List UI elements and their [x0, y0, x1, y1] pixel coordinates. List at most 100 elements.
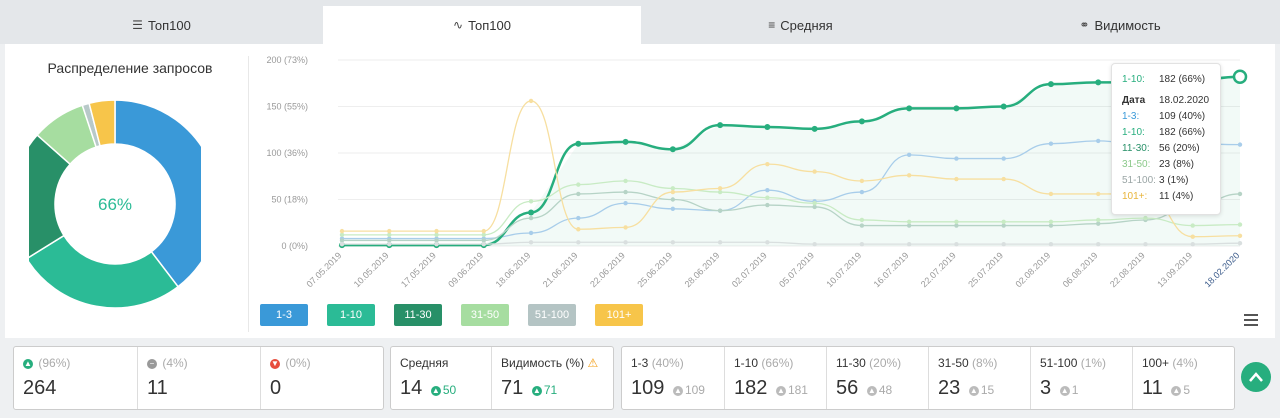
data-point-51-100[interactable]	[906, 241, 912, 247]
data-point-31-50[interactable]	[623, 178, 628, 184]
data-point-101+[interactable]	[1237, 233, 1243, 238]
data-point-31-50[interactable]	[481, 232, 486, 238]
data-point-51-100[interactable]	[387, 241, 392, 247]
data-point-11-30[interactable]	[1001, 223, 1006, 228]
data-point-101+[interactable]	[576, 227, 581, 232]
data-point-11-30[interactable]	[481, 238, 486, 243]
data-point-11-30[interactable]	[1096, 221, 1101, 226]
data-point-101+[interactable]	[623, 225, 628, 230]
data-point-101+[interactable]	[906, 173, 912, 178]
data-point-31-50[interactable]	[528, 199, 534, 204]
data-point-51-100[interactable]	[670, 240, 676, 245]
data-point-11-30[interactable]	[670, 197, 676, 202]
data-point-101+[interactable]	[1096, 191, 1101, 197]
data-point-1-10[interactable]	[669, 146, 676, 153]
data-point-51-100[interactable]	[434, 241, 439, 247]
legend-item-1-3[interactable]: 1-3	[260, 304, 308, 326]
data-point-1-10[interactable]	[1047, 81, 1054, 88]
data-point-11-30[interactable]	[765, 202, 770, 208]
data-point-31-50[interactable]	[954, 219, 959, 225]
data-point-11-30[interactable]	[434, 238, 439, 243]
data-point-51-100[interactable]	[1190, 241, 1195, 247]
data-point-51-100[interactable]	[1143, 241, 1148, 247]
data-point-1-3[interactable]	[1096, 138, 1101, 144]
data-point-11-30[interactable]	[528, 215, 534, 221]
data-point-1-10[interactable]	[528, 209, 535, 216]
data-point-1-3[interactable]	[1048, 141, 1054, 146]
legend-item-51-100[interactable]: 51-100	[528, 304, 576, 326]
data-point-31-50[interactable]	[434, 232, 439, 238]
data-point-51-100[interactable]	[812, 241, 817, 247]
data-point-31-50[interactable]	[1048, 219, 1054, 225]
data-point-101+[interactable]	[1190, 234, 1195, 239]
data-point-31-50[interactable]	[1096, 217, 1101, 223]
data-point-1-3[interactable]	[906, 152, 912, 158]
data-point-101+[interactable]	[387, 228, 392, 234]
data-point-31-50[interactable]	[670, 186, 676, 191]
data-point-31-50[interactable]	[812, 201, 817, 206]
data-point-1-10[interactable]	[764, 123, 771, 130]
data-point-51-100[interactable]	[576, 240, 581, 245]
data-point-51-100[interactable]	[765, 240, 770, 245]
data-point-31-50[interactable]	[1001, 219, 1006, 225]
data-point-51-100[interactable]	[623, 240, 628, 245]
data-point-51-100[interactable]	[1048, 241, 1054, 247]
donut-slice-1-3[interactable]	[114, 100, 201, 288]
data-point-101+[interactable]	[528, 98, 534, 104]
data-point-1-3[interactable]	[859, 189, 865, 195]
data-point-1-10[interactable]	[622, 138, 629, 145]
data-point-101+[interactable]	[1001, 176, 1006, 182]
data-point-1-10[interactable]	[811, 125, 818, 132]
data-point-31-50[interactable]	[859, 217, 865, 223]
data-point-11-30[interactable]	[1048, 223, 1054, 228]
donut-slice-4-10[interactable]	[29, 234, 180, 308]
legend-item-101+[interactable]: 101+	[595, 304, 643, 326]
data-point-1-10[interactable]	[1000, 103, 1007, 110]
highlighted-point[interactable]	[1232, 69, 1248, 84]
data-point-1-3[interactable]	[1237, 142, 1243, 147]
data-point-11-30[interactable]	[906, 223, 912, 228]
data-point-101+[interactable]	[670, 189, 676, 195]
data-point-1-3[interactable]	[576, 215, 581, 221]
data-point-1-3[interactable]	[528, 230, 534, 236]
data-point-1-3[interactable]	[1001, 156, 1006, 161]
data-point-11-30[interactable]	[954, 223, 959, 228]
data-point-101+[interactable]	[859, 178, 865, 184]
legend-item-11-30[interactable]: 11-30	[394, 304, 442, 326]
data-point-1-3[interactable]	[670, 206, 676, 211]
data-point-31-50[interactable]	[339, 232, 345, 238]
data-point-101+[interactable]	[812, 169, 817, 174]
data-point-1-3[interactable]	[954, 156, 959, 161]
data-point-1-10[interactable]	[717, 122, 724, 129]
data-point-31-50[interactable]	[717, 189, 723, 195]
data-point-31-50[interactable]	[906, 219, 912, 225]
data-point-11-30[interactable]	[623, 189, 628, 195]
data-point-51-100[interactable]	[954, 241, 959, 247]
data-point-11-30[interactable]	[859, 223, 865, 228]
data-point-51-100[interactable]	[339, 241, 345, 247]
data-point-31-50[interactable]	[1190, 223, 1195, 228]
data-point-101+[interactable]	[765, 161, 770, 167]
data-point-11-30[interactable]	[717, 208, 723, 213]
tab-visibility[interactable]: ⚭ Видимость	[960, 6, 1280, 44]
data-point-11-30[interactable]	[812, 204, 817, 210]
data-point-11-30[interactable]	[1237, 191, 1243, 197]
data-point-1-3[interactable]	[765, 188, 770, 193]
data-point-101+[interactable]	[481, 228, 486, 234]
scroll-to-top-button[interactable]	[1241, 362, 1271, 392]
data-point-31-50[interactable]	[765, 195, 770, 200]
data-point-101+[interactable]	[717, 186, 723, 191]
data-point-1-10[interactable]	[906, 105, 913, 112]
data-point-51-100[interactable]	[1001, 241, 1006, 247]
data-point-101+[interactable]	[434, 228, 439, 234]
data-point-11-30[interactable]	[576, 191, 581, 197]
data-point-51-100[interactable]	[717, 240, 723, 245]
data-point-51-100[interactable]	[481, 241, 486, 247]
data-point-1-10[interactable]	[953, 105, 960, 112]
data-point-101+[interactable]	[339, 228, 345, 234]
data-point-11-30[interactable]	[339, 238, 345, 243]
legend-item-1-10[interactable]: 1-10	[327, 304, 375, 326]
data-point-11-30[interactable]	[387, 238, 392, 243]
data-point-101+[interactable]	[954, 176, 959, 182]
data-point-1-3[interactable]	[623, 201, 628, 206]
